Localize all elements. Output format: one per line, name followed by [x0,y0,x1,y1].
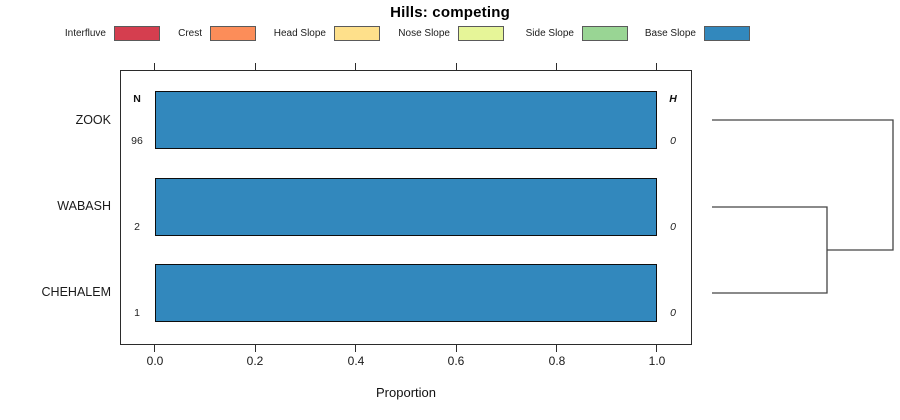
legend-swatch-base-slope [704,26,750,41]
legend-item-interfluve: Interfluve [65,25,160,42]
h-value-chehalem: 0 [670,307,676,319]
dendrogram-lines [712,119,894,294]
h-column-header: H [669,93,677,105]
legend-swatch-head-slope [334,26,380,41]
h-value-zook: 0 [670,135,676,147]
x-axis-label: Proportion [376,385,436,400]
category-label-wabash: WABASH [57,199,111,213]
x-tick-label: 0.4 [347,354,365,368]
bar-wabash-base-slope [155,178,657,236]
legend-swatch-crest [210,26,256,41]
x-tick-bottom [556,345,558,352]
bar-chehalem-base-slope [155,264,657,322]
legend-label-crest: Crest [178,28,202,39]
h-value-wabash: 0 [670,221,676,233]
n-value-wabash: 2 [134,221,140,233]
legend-swatch-nose-slope [458,26,504,41]
legend-label-nose-slope: Nose Slope [398,28,450,39]
n-value-chehalem: 1 [134,307,140,319]
legend-swatch-interfluve [114,26,160,41]
plot-box [120,70,692,345]
legend-label-head-slope: Head Slope [273,28,326,39]
bar-zook-base-slope [155,91,657,149]
x-tick-bottom [456,345,458,352]
x-tick-top [355,63,357,70]
legend-item-base-slope: Base Slope [645,25,750,42]
n-value-zook: 96 [131,135,143,147]
x-tick-top [456,63,458,70]
x-tick-label: 0.0 [146,354,164,368]
category-label-zook: ZOOK [75,113,111,127]
x-tick-label: 1.0 [648,354,666,368]
x-tick-bottom [255,345,257,352]
n-column-header: N [133,93,141,105]
x-tick-top [656,63,658,70]
legend-item-crest: Crest [178,25,256,42]
category-label-chehalem: CHEHALEM [41,285,111,299]
x-tick-top [255,63,257,70]
legend-label-base-slope: Base Slope [644,28,696,39]
legend-item-side-slope: Side Slope [526,25,628,42]
legend-label-side-slope: Side Slope [525,28,574,39]
legend-item-nose-slope: Nose Slope [398,25,504,42]
x-tick-bottom [656,345,658,352]
x-tick-bottom [355,345,357,352]
x-tick-top [154,63,156,70]
dendrogram [712,119,894,294]
x-tick-bottom [154,345,156,352]
x-tick-top [556,63,558,70]
chart-title: Hills: competing [390,4,510,21]
legend-item-head-slope: Head Slope [274,25,380,42]
legend-label-interfluve: Interfluve [64,28,106,39]
x-tick-label: 0.8 [548,354,566,368]
legend-swatch-side-slope [582,26,628,41]
x-tick-label: 0.6 [447,354,465,368]
x-tick-label: 0.2 [246,354,264,368]
